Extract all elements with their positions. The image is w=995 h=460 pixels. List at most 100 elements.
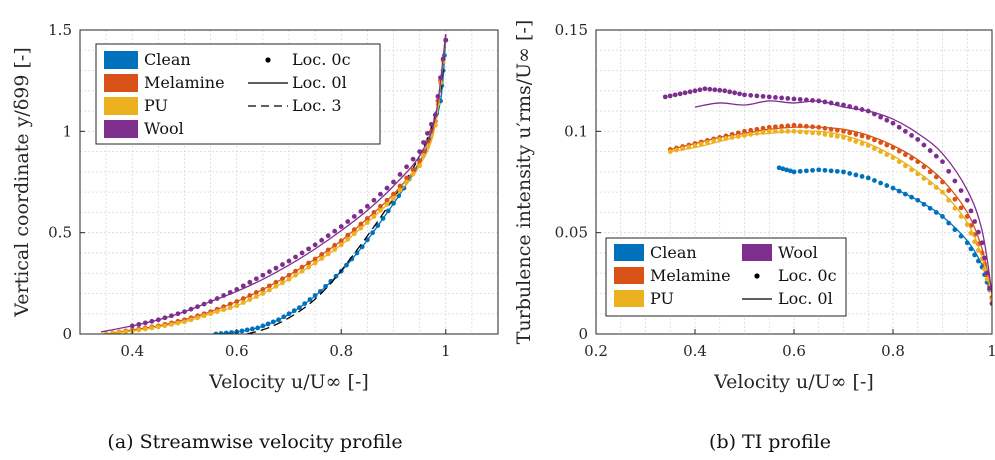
data-point-wool (785, 96, 791, 101)
data-point-pu (816, 130, 822, 136)
y-tick-label: 0.1 (564, 122, 588, 140)
data-point-wool (972, 219, 978, 224)
data-point-wool (306, 246, 311, 252)
data-point-wool (989, 301, 992, 306)
legend-b-clean: Clean (650, 243, 697, 262)
data-point-wool (325, 233, 331, 239)
data-point-wool (982, 255, 987, 261)
series-line-pu-loc0l (106, 33, 447, 334)
data-point-wool (727, 89, 733, 95)
data-point-pu (822, 131, 828, 137)
chart-a-frame (79, 29, 499, 335)
data-point-wool (909, 132, 914, 138)
legend-a-clean-swatch (104, 51, 138, 69)
data-point-clean (834, 168, 840, 174)
data-point-wool (754, 93, 760, 99)
y-tick-label: 0.5 (48, 224, 72, 242)
chart-b-caption: (b) TI profile (709, 431, 831, 453)
legend-b-loc0c: Loc. 0c (778, 266, 837, 285)
data-point-clean (878, 180, 884, 186)
x-tick-label: 0.4 (683, 342, 707, 360)
data-point-wool (428, 121, 434, 127)
data-point-wool (662, 94, 668, 100)
data-point-melamine (766, 124, 772, 130)
data-point-wool (672, 92, 678, 98)
data-point-wool (702, 86, 708, 92)
data-point-wool (293, 254, 298, 260)
data-point-melamine (847, 130, 853, 136)
y-tick-label: 0 (578, 325, 588, 343)
chart-a-ylabel: Vertical coordinate y/δ99 [-] (11, 47, 33, 317)
x-tick-label: 0.8 (329, 342, 353, 360)
legend-a-loc0c-marker (265, 57, 271, 63)
legend-a-loc3: Loc. 3 (292, 96, 342, 115)
legend-a-melamine: Melamine (144, 73, 225, 92)
data-point-wool (319, 237, 325, 243)
data-point-wool (697, 87, 703, 93)
data-point-melamine (946, 188, 952, 194)
data-point-clean (776, 165, 782, 171)
data-point-melamine (952, 196, 958, 202)
data-point-clean (872, 178, 877, 183)
data-point-wool (927, 148, 933, 153)
data-point-wool (984, 270, 990, 276)
data-point-clean (797, 168, 803, 174)
data-point-melamine (803, 123, 809, 129)
data-point-wool (933, 153, 939, 159)
legend-b-wool-swatch (742, 244, 772, 261)
x-tick-label: 0.8 (881, 342, 905, 360)
x-tick-label: 0.2 (584, 342, 608, 360)
data-point-pu (834, 134, 840, 139)
legend-a-loc0l: Loc. 0l (292, 73, 347, 92)
data-point-clean (859, 174, 865, 179)
legend-a-wool-swatch (104, 120, 138, 138)
chart-b-legend-box (605, 237, 847, 317)
data-point-pu (859, 141, 865, 146)
data-point-wool (338, 224, 344, 229)
legend-a-melamine-swatch (104, 74, 138, 92)
data-point-pu (933, 185, 939, 190)
data-point-melamine (853, 131, 859, 137)
data-point-wool (351, 214, 357, 219)
data-point-wool (273, 265, 279, 271)
data-point-pu (989, 297, 992, 302)
data-point-wool (267, 269, 272, 275)
legend-a-wool: Wool (144, 119, 184, 138)
data-point-wool (958, 188, 964, 194)
chart-b-xlabel: Velocity u/U∞ [-] (713, 371, 874, 393)
data-point-wool (240, 283, 246, 289)
data-point-clean (822, 167, 828, 173)
x-tick-label: 0.4 (120, 342, 144, 360)
data-point-wool (968, 208, 974, 214)
data-point-melamine (872, 137, 877, 143)
y-tick-label: 0.05 (555, 224, 588, 242)
data-point-wool (896, 124, 902, 130)
legend-a-loc0c: Loc. 0c (292, 50, 351, 69)
data-point-wool (312, 242, 318, 248)
data-point-clean (946, 220, 952, 226)
chart-a-legend-box (95, 43, 381, 145)
data-point-wool (884, 117, 890, 123)
x-tick-label: 1 (441, 342, 451, 360)
data-point-wool (946, 168, 952, 174)
data-point-melamine (404, 175, 409, 181)
series-line-wool-loc0l (100, 33, 447, 333)
data-point-wool (717, 87, 723, 93)
legend-a-pu: PU (144, 96, 168, 115)
data-point-wool (748, 92, 754, 98)
data-point-melamine (927, 169, 933, 175)
data-point-wool (737, 91, 742, 97)
data-point-wool (766, 94, 772, 100)
data-point-wool (732, 90, 737, 96)
chart-b-series (662, 86, 992, 306)
data-point-clean (784, 167, 789, 173)
y-tick-label: 1.5 (48, 21, 72, 39)
data-point-wool (707, 86, 713, 92)
x-tick-label: 1 (987, 342, 995, 360)
data-point-clean (841, 169, 846, 175)
legend-b-melamine: Melamine (650, 266, 731, 285)
chart-b-ylabel: Turbulence intensity u′rms/U∞ [-] (513, 20, 535, 344)
data-point-clean (847, 170, 853, 176)
data-point-clean (787, 168, 793, 174)
